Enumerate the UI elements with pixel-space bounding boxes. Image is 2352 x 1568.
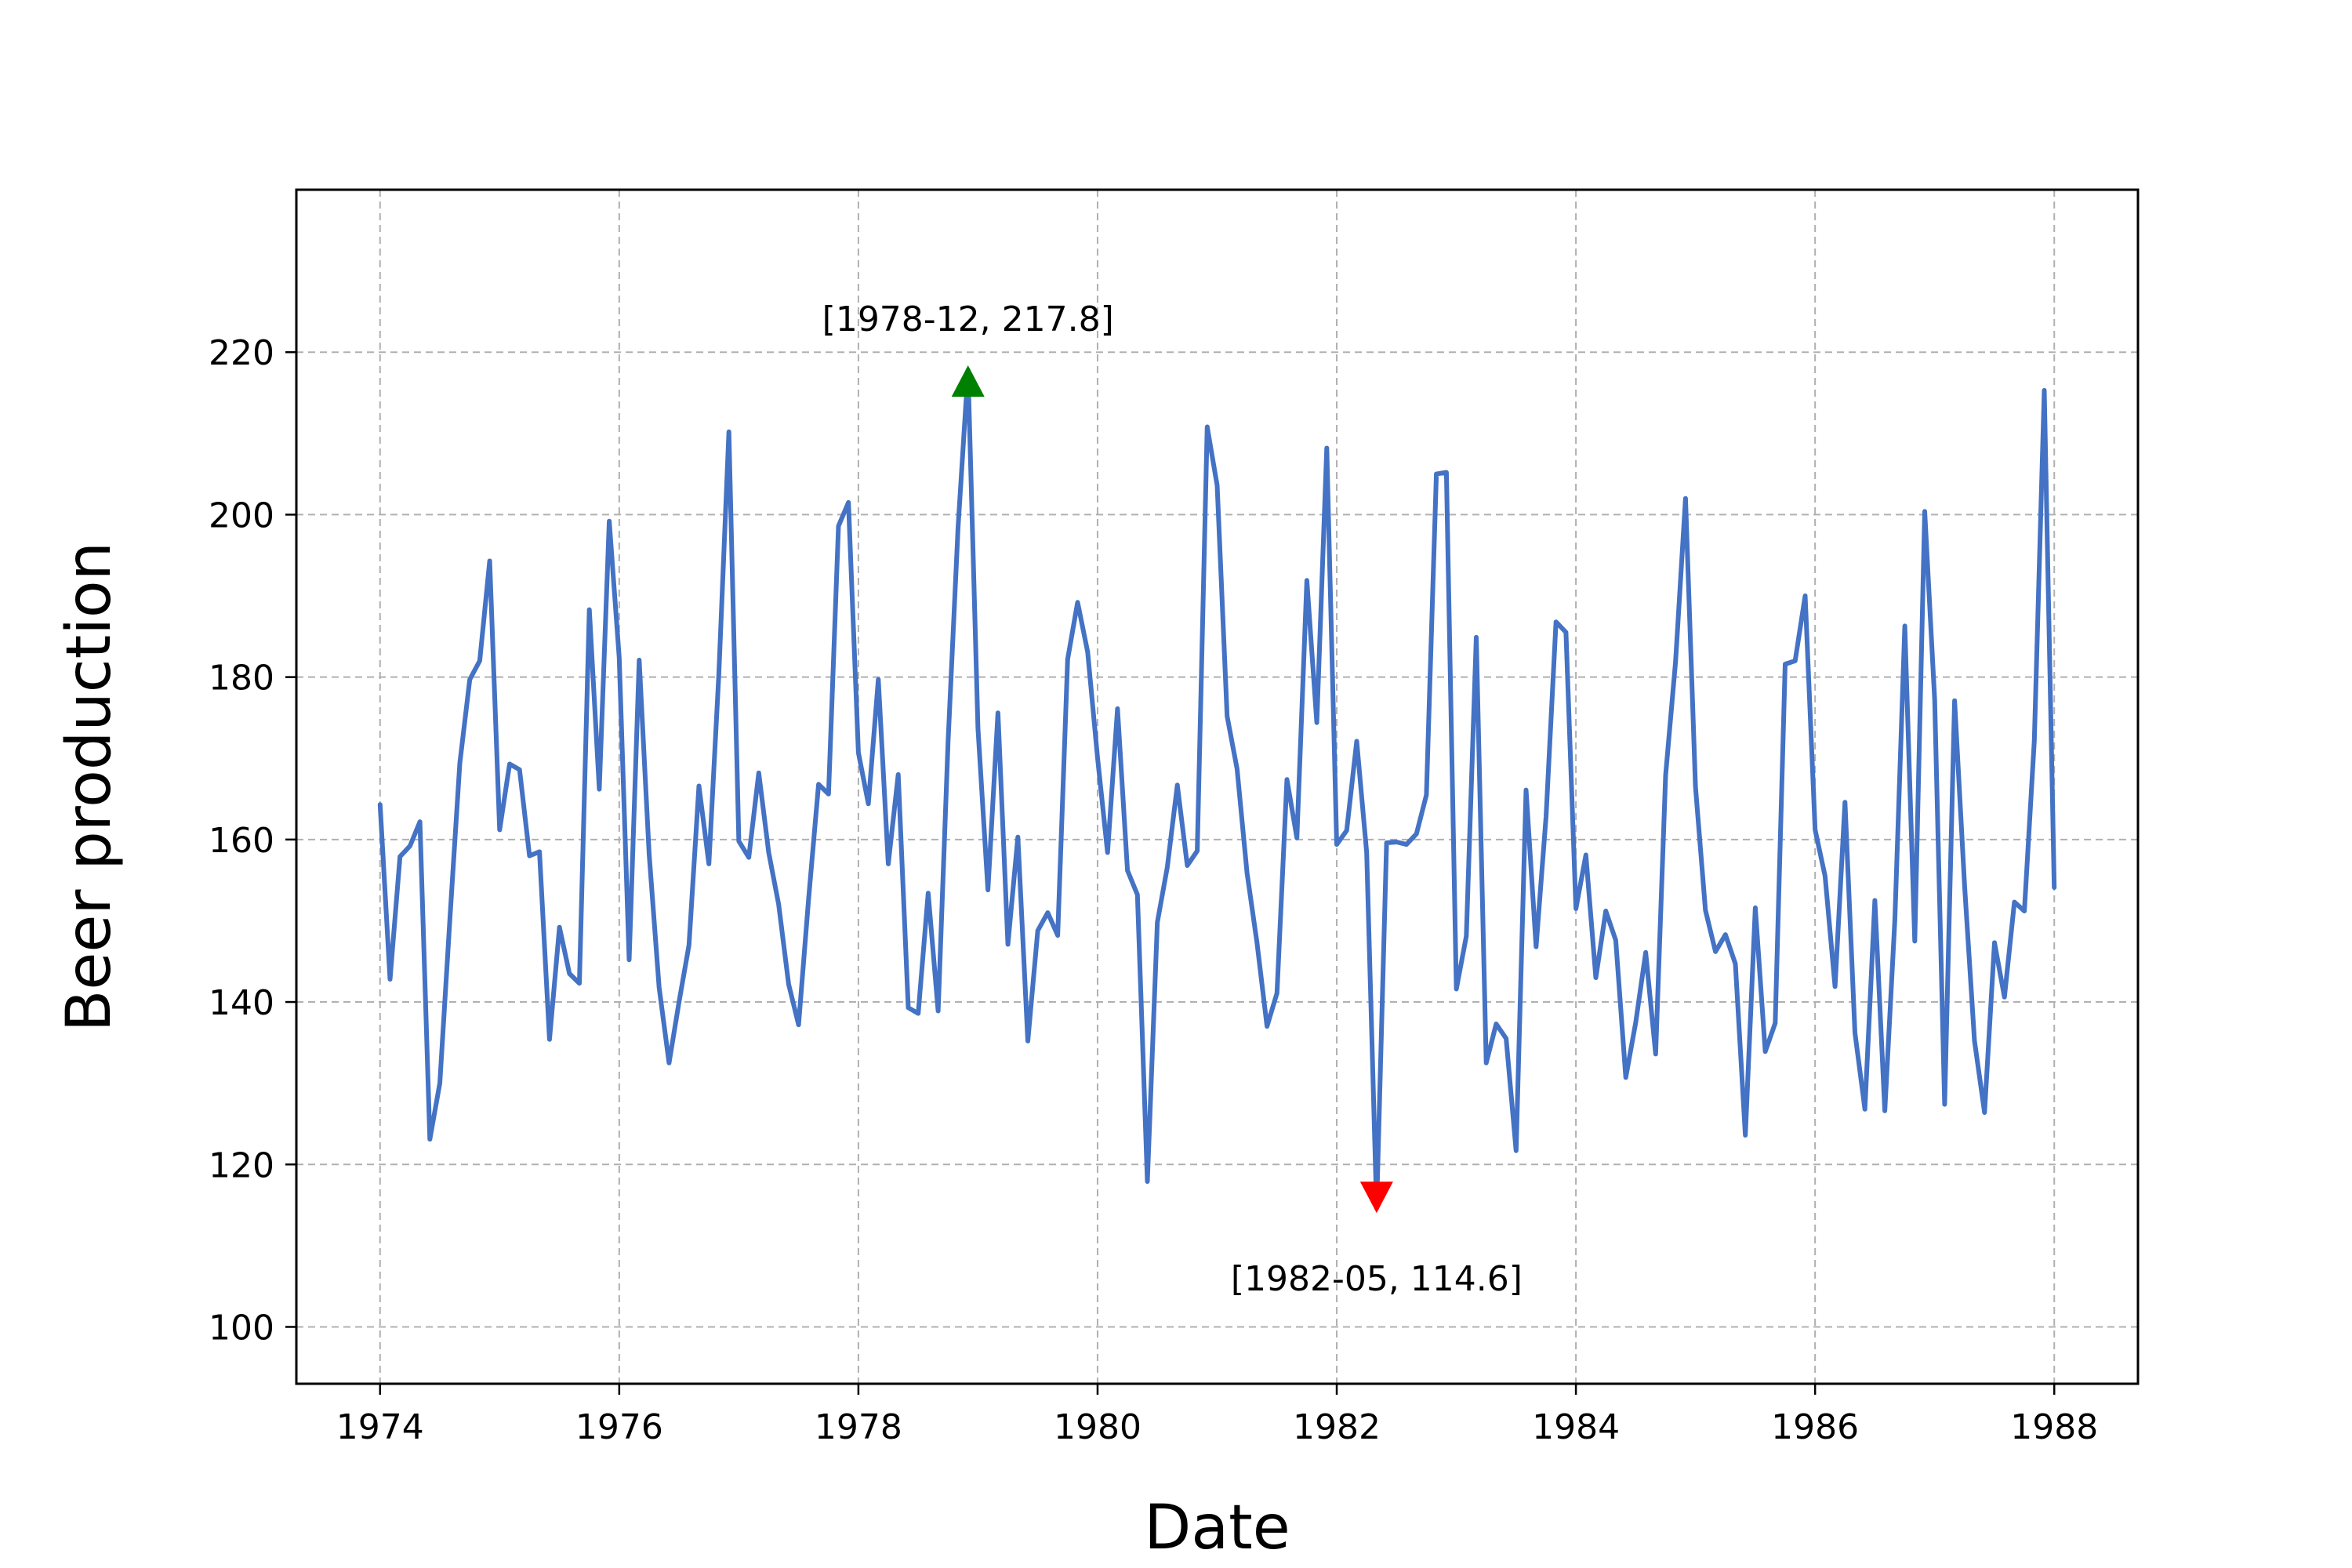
- x-tick-label: 1982: [1293, 1407, 1381, 1447]
- x-tick-label: 1980: [1054, 1407, 1142, 1447]
- y-tick-label: 180: [209, 659, 274, 699]
- y-tick-label: 200: [209, 495, 274, 535]
- x-tick-label: 1974: [336, 1407, 424, 1447]
- x-tick-label: 1976: [575, 1407, 663, 1447]
- x-tick-label: 1986: [1771, 1407, 1859, 1447]
- min-marker: [1359, 1181, 1393, 1214]
- y-tick-label: 140: [209, 983, 274, 1023]
- annotations: [1978-12, 217.8] [1982-05, 114.6]: [822, 299, 1523, 1299]
- x-axis-title: Date: [1144, 1493, 1290, 1563]
- y-tick-label: 120: [209, 1145, 274, 1185]
- axis-ticks: 1974 1976 1978 1980 1982 1984 1986 1988 100 120 14…: [209, 333, 2098, 1447]
- grid: [296, 190, 2138, 1384]
- series-line-beer-production: [377, 368, 2057, 1211]
- y-tick-label: 100: [209, 1308, 274, 1348]
- max-annotation-label: [1978-12, 217.8]: [822, 299, 1114, 339]
- max-marker: [951, 365, 985, 397]
- x-tick-label: 1984: [1532, 1407, 1620, 1447]
- y-tick-label: 220: [209, 333, 274, 373]
- y-tick-label: 160: [209, 821, 274, 861]
- y-axis-title: Beer production: [54, 542, 125, 1032]
- plot-frame: [295, 188, 2140, 1385]
- x-tick-label: 1978: [815, 1407, 902, 1447]
- min-annotation-label: [1982-05, 114.6]: [1231, 1259, 1523, 1299]
- x-tick-label: 1988: [2010, 1407, 2098, 1447]
